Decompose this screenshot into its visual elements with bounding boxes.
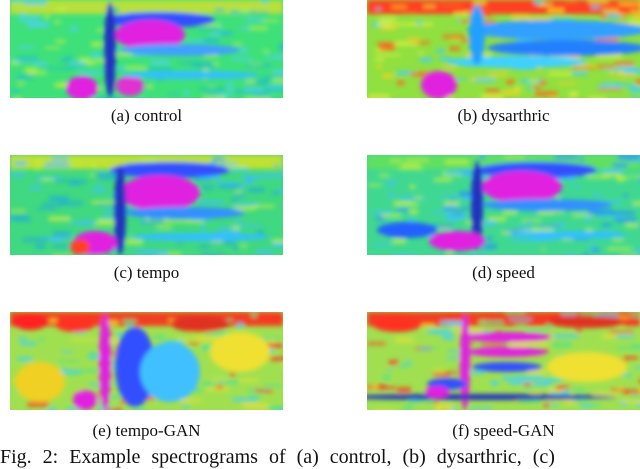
spectrogram (367, 0, 640, 98)
spectrogram (367, 155, 640, 255)
spectrogram (10, 0, 283, 98)
figure-caption: Fig. 2: Example spectrograms of (a) cont… (0, 446, 555, 469)
spectrogram (367, 312, 640, 410)
subcaption: (a) control (10, 106, 283, 126)
subcaption: (d) speed (367, 263, 640, 283)
subcaption: (e) tempo-GAN (10, 421, 283, 441)
spectrogram (10, 155, 283, 255)
subcaption: (f) speed-GAN (367, 421, 640, 441)
spectrogram (10, 312, 283, 410)
subcaption: (b) dysarthric (367, 106, 640, 126)
subcaption: (c) tempo (10, 263, 283, 283)
